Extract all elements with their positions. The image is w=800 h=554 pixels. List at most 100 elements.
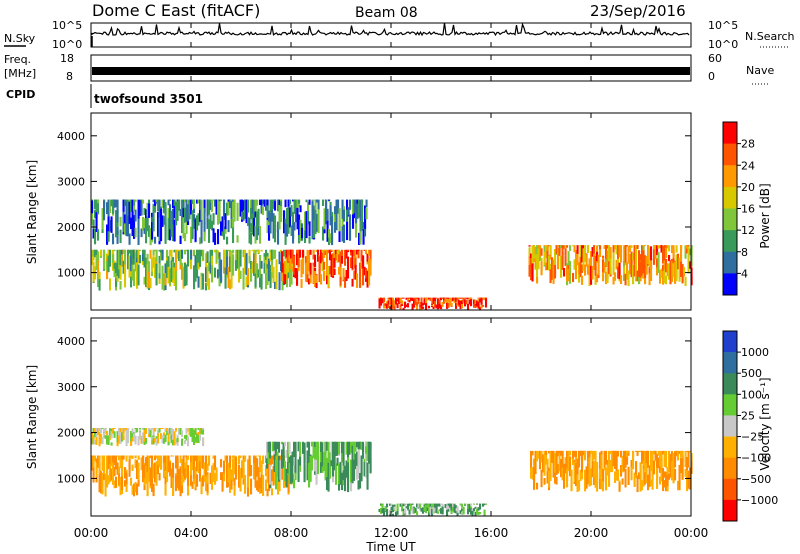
- echo-cell: [202, 428, 204, 430]
- echo-cell: [403, 298, 405, 299]
- echo-cell: [289, 200, 291, 205]
- echo-cell: [120, 230, 122, 244]
- echo-cell: [688, 451, 690, 468]
- echo-cell: [584, 245, 586, 251]
- echo-cell: [222, 483, 224, 492]
- echo-cell: [99, 279, 101, 290]
- echo-cell: [108, 231, 110, 242]
- echo-cell: [142, 200, 144, 204]
- echo-cell: [581, 472, 583, 480]
- echo-cell: [631, 245, 633, 248]
- echo-cell: [318, 209, 320, 233]
- echo-cell: [331, 250, 333, 252]
- echo-cell: [211, 254, 213, 264]
- echo-cell: [295, 442, 297, 457]
- echo-cell: [575, 451, 577, 457]
- echo-cell: [461, 504, 463, 508]
- echo-cell: [683, 267, 685, 273]
- echo-cell: [281, 251, 283, 272]
- echo-cell: [111, 442, 113, 445]
- echo-cell: [614, 272, 616, 281]
- echo-cell: [196, 474, 198, 487]
- echo-cell: [269, 442, 271, 459]
- echo-cell: [115, 477, 117, 488]
- echo-cell: [532, 263, 534, 282]
- colorbar-tick-label: 16: [741, 203, 755, 216]
- echo-cell: [157, 433, 159, 443]
- colorbar-swatch: [723, 500, 737, 521]
- echo-cell: [472, 512, 474, 515]
- colorbar-swatch: [723, 230, 737, 252]
- echo-cell: [608, 477, 610, 487]
- echo-cell: [165, 205, 167, 214]
- nsky-label: N.Sky: [4, 32, 36, 45]
- nsearch-label: N.Search: [745, 30, 795, 43]
- echo-cell: [416, 511, 418, 515]
- echo-cell: [136, 428, 138, 432]
- echo-cell: [572, 273, 574, 282]
- echo-cell: [485, 300, 487, 307]
- echo-cell: [234, 200, 236, 210]
- echo-cell: [673, 245, 675, 258]
- echo-cell: [382, 504, 384, 505]
- echo-cell: [211, 250, 213, 256]
- echo-cell: [322, 200, 324, 202]
- echo-cell: [640, 462, 642, 472]
- echo-cell: [569, 245, 571, 251]
- echo-cell: [338, 442, 340, 455]
- ytick-label: 4000: [57, 335, 85, 348]
- echo-cell: [320, 274, 322, 284]
- echo-cell: [165, 435, 167, 440]
- echo-cell: [114, 431, 116, 438]
- power-colorbar: 282420161284: [723, 122, 755, 295]
- echo-cell: [156, 250, 158, 262]
- echo-cell: [658, 252, 660, 273]
- echo-cell: [184, 440, 186, 444]
- echo-cell: [473, 504, 475, 505]
- echo-cell: [138, 224, 140, 245]
- freq-tick-high: 18: [60, 52, 74, 65]
- echo-cell: [130, 478, 132, 486]
- echo-cell: [299, 457, 301, 466]
- echo-cell: [156, 428, 158, 429]
- echo-cell: [343, 225, 345, 243]
- echo-cell: [397, 504, 399, 505]
- echo-cell: [202, 456, 204, 461]
- colorbar-tick-label: 25: [741, 409, 755, 422]
- echo-cell: [562, 252, 564, 270]
- echo-cell: [337, 200, 339, 202]
- echo-cell: [202, 274, 204, 290]
- echo-cell: [484, 510, 486, 516]
- xtick-label: 16:00: [474, 526, 509, 540]
- echo-cell: [129, 234, 131, 245]
- echo-cell: [581, 276, 583, 285]
- echo-cell: [304, 443, 306, 463]
- echo-cell: [656, 468, 658, 489]
- echo-cell: [536, 277, 538, 284]
- echo-cell: [635, 461, 637, 475]
- echo-cell: [310, 276, 312, 284]
- echo-cell: [529, 245, 531, 246]
- echo-cell: [667, 480, 669, 487]
- echo-cell: [156, 264, 158, 286]
- echo-cell: [613, 252, 615, 275]
- echo-cell: [139, 428, 141, 430]
- echo-cell: [256, 200, 258, 206]
- echo-cell: [335, 463, 337, 485]
- echo-cell: [123, 456, 125, 459]
- echo-cell: [96, 212, 98, 232]
- echo-cell: [145, 428, 147, 434]
- echo-cell: [617, 451, 619, 457]
- echo-cell: [404, 509, 406, 514]
- echo-cell: [309, 200, 311, 205]
- echo-cell: [485, 504, 487, 505]
- date-label: 23/Sep/2016: [590, 2, 686, 20]
- echo-cell: [127, 428, 129, 433]
- colorbar-swatch: [723, 165, 737, 187]
- echo-cell: [181, 439, 183, 446]
- echo-cell: [223, 473, 225, 481]
- echo-cell: [421, 504, 423, 505]
- echo-cell: [220, 459, 222, 467]
- echo-cell: [109, 278, 111, 290]
- echo-cell: [135, 200, 137, 202]
